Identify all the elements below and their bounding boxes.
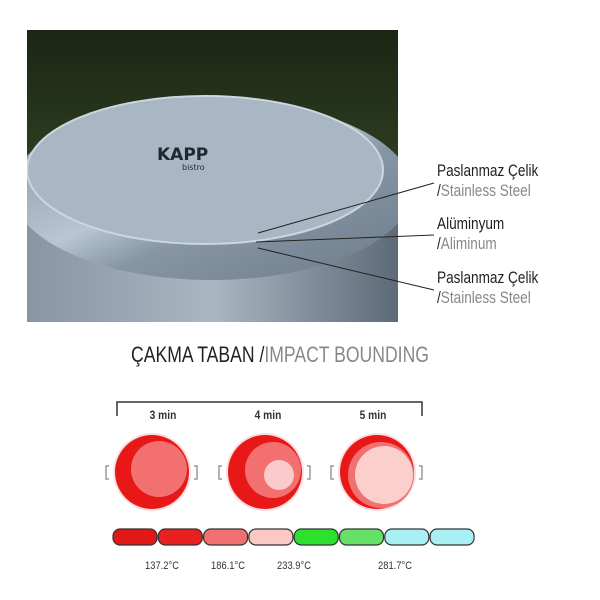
layer-label-3: Paslanmaz Çelik/Stainless Steel bbox=[437, 268, 539, 307]
heat-pan-icon bbox=[330, 433, 423, 511]
temperature-scale-segment bbox=[248, 528, 294, 546]
temperature-scale-segment bbox=[384, 528, 430, 546]
temperature-scale-segment bbox=[157, 528, 203, 546]
svg-text:bistro: bistro bbox=[182, 163, 205, 172]
time-bracket bbox=[116, 401, 423, 416]
callout-lines bbox=[255, 182, 435, 291]
temperature-scale-segment bbox=[429, 528, 475, 546]
time-label: 3 min bbox=[149, 408, 177, 422]
layer-label-1: Paslanmaz Çelik/Stainless Steel bbox=[437, 161, 539, 200]
time-label: 4 min bbox=[254, 408, 282, 422]
temperature-scale-segment bbox=[112, 528, 158, 546]
temperature-label: 186.1°C bbox=[211, 560, 245, 572]
time-label: 5 min bbox=[359, 408, 387, 422]
layer-label-2: Alüminyum/Aliminum bbox=[437, 214, 505, 253]
heat-pan-icon bbox=[218, 433, 311, 511]
heat-pan-icon bbox=[105, 433, 198, 511]
temperature-scale-segment bbox=[293, 528, 339, 546]
temperature-label: 281.7°C bbox=[378, 560, 412, 572]
temperature-label: 137.2°C bbox=[145, 560, 179, 572]
temperature-label: 233.9°C bbox=[277, 560, 311, 572]
temperature-scale-segment bbox=[203, 528, 249, 546]
section-title: ÇAKMA TABAN /IMPACT BOUNDING bbox=[131, 342, 429, 367]
temperature-scale-segment bbox=[338, 528, 385, 546]
kapp-logo: KAPP bbox=[157, 145, 208, 165]
